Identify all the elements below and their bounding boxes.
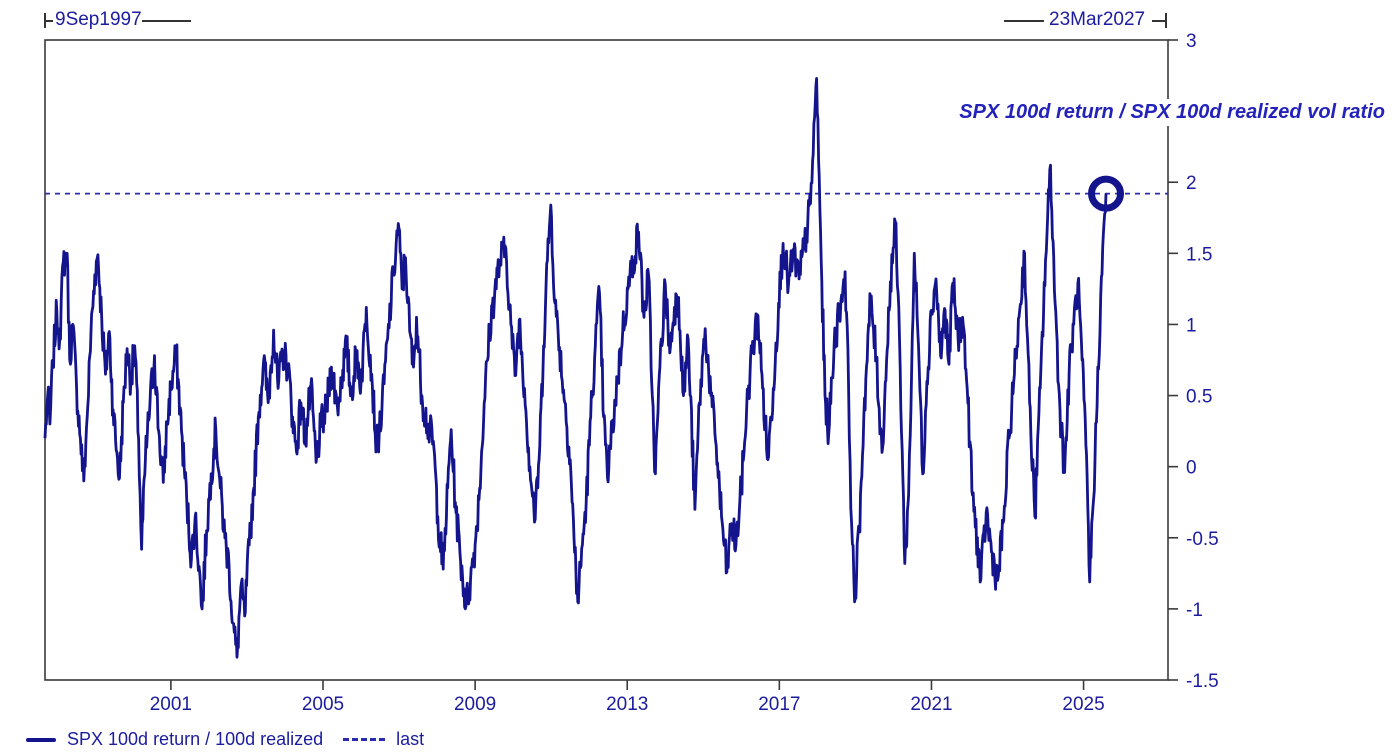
y-tick-label: 2 (1186, 173, 1197, 194)
legend-last-label: last (396, 729, 425, 749)
y-tick-label: -0.5 (1186, 529, 1219, 550)
y-tick-label: 3 (1186, 31, 1197, 52)
y-tick-label: -1 (1186, 600, 1203, 621)
solid-line-swatch-icon (26, 737, 56, 742)
y-tick-label: 1.5 (1186, 244, 1212, 265)
range-end-bracket (1165, 13, 1167, 28)
range-start-tail (142, 20, 191, 22)
dashed-line-swatch-icon (343, 738, 386, 741)
x-tick-label: 2025 (1062, 694, 1104, 715)
chart-title: SPX 100d return / SPX 100d realized vol … (953, 99, 1385, 126)
range-start-stub (46, 20, 53, 22)
y-tick-label: 0 (1186, 458, 1197, 479)
x-tick-label: 2005 (302, 694, 344, 715)
legend-series-label: SPX 100d return / 100d realized (67, 729, 324, 749)
legend: SPX 100d return / 100d realized last (26, 729, 424, 750)
x-tick-label: 2017 (758, 694, 800, 715)
x-tick-label: 2013 (606, 694, 648, 715)
series-line (43, 77, 1108, 659)
legend-item-last[interactable]: last (343, 729, 424, 750)
last-point-marker (1088, 175, 1125, 212)
range-end-stub (1152, 20, 1166, 22)
y-tick-label: 0.5 (1186, 387, 1212, 408)
range-end-lead (1004, 20, 1044, 22)
range-start-bracket (44, 13, 46, 28)
x-tick-label: 2001 (150, 694, 192, 715)
x-tick-label: 2021 (910, 694, 952, 715)
y-tick-label: -1.5 (1186, 671, 1219, 692)
plot-border (44, 39, 1169, 681)
range-start-date: 9Sep1997 (55, 9, 142, 30)
legend-item-series[interactable]: SPX 100d return / 100d realized (26, 729, 323, 750)
range-end-date: 23Mar2027 (1049, 9, 1146, 30)
x-tick-label: 2009 (454, 694, 496, 715)
y-tick-label: 1 (1186, 315, 1197, 336)
